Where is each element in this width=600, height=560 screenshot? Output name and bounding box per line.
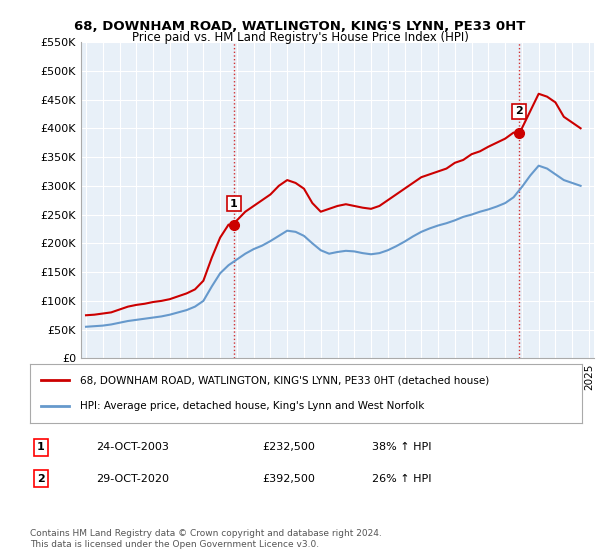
Text: 68, DOWNHAM ROAD, WATLINGTON, KING'S LYNN, PE33 0HT (detached house): 68, DOWNHAM ROAD, WATLINGTON, KING'S LYN…	[80, 375, 489, 385]
Text: 38% ↑ HPI: 38% ↑ HPI	[372, 442, 432, 452]
Text: £232,500: £232,500	[262, 442, 315, 452]
Text: 26% ↑ HPI: 26% ↑ HPI	[372, 474, 432, 484]
Text: 29-OCT-2020: 29-OCT-2020	[96, 474, 169, 484]
Text: 24-OCT-2003: 24-OCT-2003	[96, 442, 169, 452]
Text: 2: 2	[37, 474, 45, 484]
Text: 1: 1	[37, 442, 45, 452]
Text: 68, DOWNHAM ROAD, WATLINGTON, KING'S LYNN, PE33 0HT: 68, DOWNHAM ROAD, WATLINGTON, KING'S LYN…	[74, 20, 526, 32]
Text: £392,500: £392,500	[262, 474, 315, 484]
Text: 1: 1	[230, 199, 238, 208]
Text: Price paid vs. HM Land Registry's House Price Index (HPI): Price paid vs. HM Land Registry's House …	[131, 31, 469, 44]
Text: HPI: Average price, detached house, King's Lynn and West Norfolk: HPI: Average price, detached house, King…	[80, 402, 424, 412]
Text: Contains HM Land Registry data © Crown copyright and database right 2024.
This d: Contains HM Land Registry data © Crown c…	[30, 529, 382, 549]
Text: 2: 2	[515, 106, 523, 116]
